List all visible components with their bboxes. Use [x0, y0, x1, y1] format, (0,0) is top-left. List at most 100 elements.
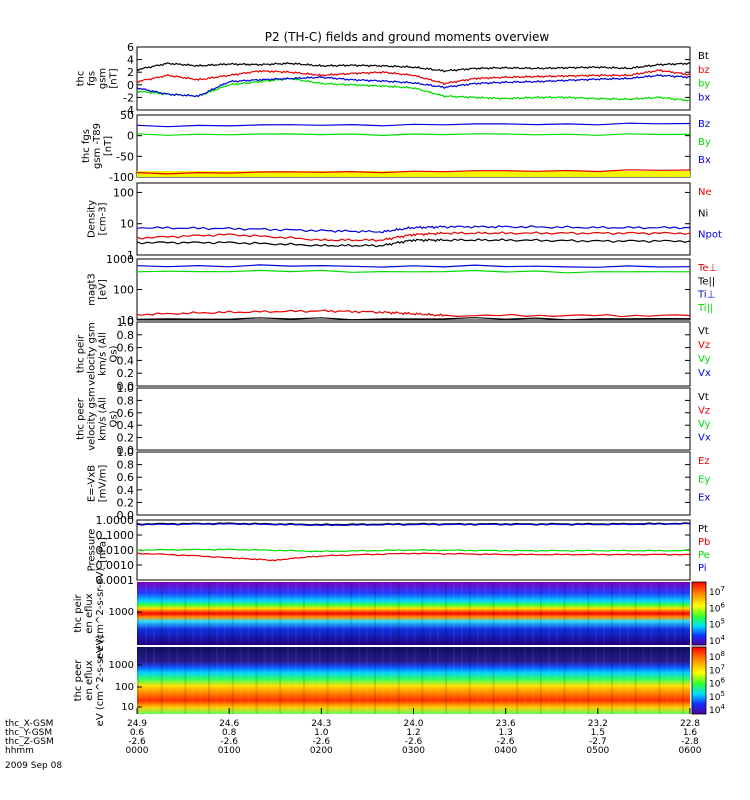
- spectrogram-texture: [500, 582, 503, 645]
- y-axis-label-line: velocity gsm: [87, 387, 98, 451]
- spectrogram-texture: [468, 582, 471, 645]
- spectrogram-texture: [658, 647, 661, 714]
- x-row-value: 0.6: [130, 728, 145, 738]
- series-line-Pi: [136, 522, 691, 527]
- x-row-value: -2.7: [589, 737, 607, 747]
- series-line-Ti||: [136, 269, 691, 274]
- series-line-By: [136, 133, 691, 137]
- y-axis-label-line: [nPa]: [98, 537, 109, 563]
- spectrogram-texture: [468, 647, 471, 714]
- spectrogram-texture: [255, 582, 258, 645]
- y-axis-label-line: gsm: [98, 68, 109, 89]
- spectrogram-texture: [192, 582, 195, 645]
- y-axis-label: thc fgs gsm -T89 [nT]: [81, 123, 114, 169]
- spectrogram-texture: [460, 582, 463, 645]
- spectrogram-texture: [381, 582, 384, 645]
- legend-entry: Npot: [698, 230, 722, 241]
- spectrogram-texture: [247, 647, 250, 714]
- spectrogram-texture: [374, 647, 376, 714]
- y-tick-label: 0.1000: [96, 529, 135, 542]
- spectrogram-texture: [421, 582, 424, 645]
- colorbar-tick-label: 106: [709, 601, 725, 614]
- spectrogram-texture: [626, 582, 629, 645]
- spectrogram-texture: [642, 582, 645, 645]
- y-tick-label: 0.4: [117, 354, 135, 367]
- y-tick-label: -50: [116, 150, 134, 163]
- series-line-Te⊥: [136, 309, 691, 318]
- spectrogram-texture: [413, 582, 416, 645]
- spectrogram-texture: [389, 647, 392, 714]
- spectrogram-texture: [271, 647, 274, 714]
- spectrogram-texture: [492, 582, 495, 645]
- legend-entry: bz: [698, 65, 710, 76]
- spectrogram-texture: [413, 647, 416, 714]
- spectrogram-texture: [168, 647, 171, 714]
- x-row-value: 0000: [126, 746, 149, 756]
- spectrogram-texture: [326, 582, 329, 645]
- colorbar: [691, 581, 707, 646]
- spectrogram-texture: [279, 647, 282, 714]
- spectrogram-texture: [484, 582, 487, 645]
- spectrogram-texture: [358, 582, 361, 645]
- x-row-value: 0200: [310, 746, 333, 756]
- spectrogram-texture: [500, 647, 503, 714]
- y-axis-label: thc peer velocity gsm km/s (All Qs): [76, 387, 120, 451]
- spectrogram-texture: [437, 582, 440, 645]
- spectrogram: [137, 647, 690, 714]
- y-tick-label: 100: [113, 284, 134, 297]
- spectrogram-texture: [239, 582, 242, 645]
- legend-entry: Ez: [698, 456, 710, 467]
- plot-frame: [136, 182, 691, 256]
- spectrogram-texture: [555, 582, 558, 645]
- spectrogram-texture: [476, 582, 479, 645]
- series-line-by: [136, 77, 691, 102]
- y-axis-label-line: km/s (All: [98, 332, 109, 376]
- x-axis-annotation: thc_X-GSM 24.9 24.6 24.3 24.0 23.6 23.2 22.8 thc…: [5, 708, 702, 771]
- spectrogram-texture: [674, 647, 677, 714]
- y-axis-label: E=-VxB [mV/m]: [87, 465, 109, 503]
- x-row-label: thc_Y-GSM: [5, 728, 52, 738]
- spectrogram-texture: [682, 647, 685, 714]
- spectrogram-texture: [144, 647, 147, 714]
- spectrogram-texture: [429, 582, 432, 645]
- colorbar: [691, 646, 707, 715]
- spectrogram-texture: [302, 647, 305, 714]
- x-row-value: 1.2: [406, 728, 420, 738]
- spectrogram-texture: [626, 647, 629, 714]
- x-row-value: 0100: [218, 746, 241, 756]
- spectrogram-texture: [184, 647, 187, 714]
- spectrogram-texture: [618, 647, 621, 714]
- spectrogram-texture: [263, 647, 266, 714]
- y-tick-label: 4: [127, 54, 134, 67]
- y-axis-label-line: Qs): [109, 345, 120, 362]
- legend-entry: By: [698, 137, 711, 148]
- x-row-label: thc_Z-GSM: [5, 737, 54, 747]
- x-row-value: -2.6: [220, 737, 238, 747]
- spectrogram-texture: [366, 582, 369, 645]
- spectrogram-texture: [144, 582, 147, 645]
- y-tick-label: 1: [127, 249, 134, 262]
- x-row-value: 0600: [679, 746, 702, 756]
- y-tick-label: 0.8: [117, 394, 135, 407]
- y-axis-label-line: velocity gsm: [87, 322, 98, 386]
- legend-entry: by: [698, 79, 710, 90]
- spectrogram-texture: [366, 647, 369, 714]
- spectrogram-texture: [192, 647, 195, 714]
- y-axis-label-line: eV (cm^2-s-sr-eV): [95, 568, 106, 660]
- legend-entry: Vt: [698, 326, 709, 337]
- spectrogram-texture: [295, 647, 297, 714]
- x-row-value: 1.0: [314, 728, 329, 738]
- series-line-Bt: [136, 62, 691, 73]
- legend-entry: Vt: [698, 392, 709, 403]
- spectrogram-texture: [634, 647, 637, 714]
- spectrogram-texture: [176, 647, 179, 714]
- colorbar-tick-label: 107: [709, 663, 725, 676]
- x-row-value: -2.6: [497, 737, 515, 747]
- spectrogram-texture: [658, 582, 661, 645]
- legend-entry: Vz: [698, 340, 710, 351]
- spectrogram-texture: [539, 647, 542, 714]
- y-axis-label: Pressure [nPa]: [87, 529, 109, 572]
